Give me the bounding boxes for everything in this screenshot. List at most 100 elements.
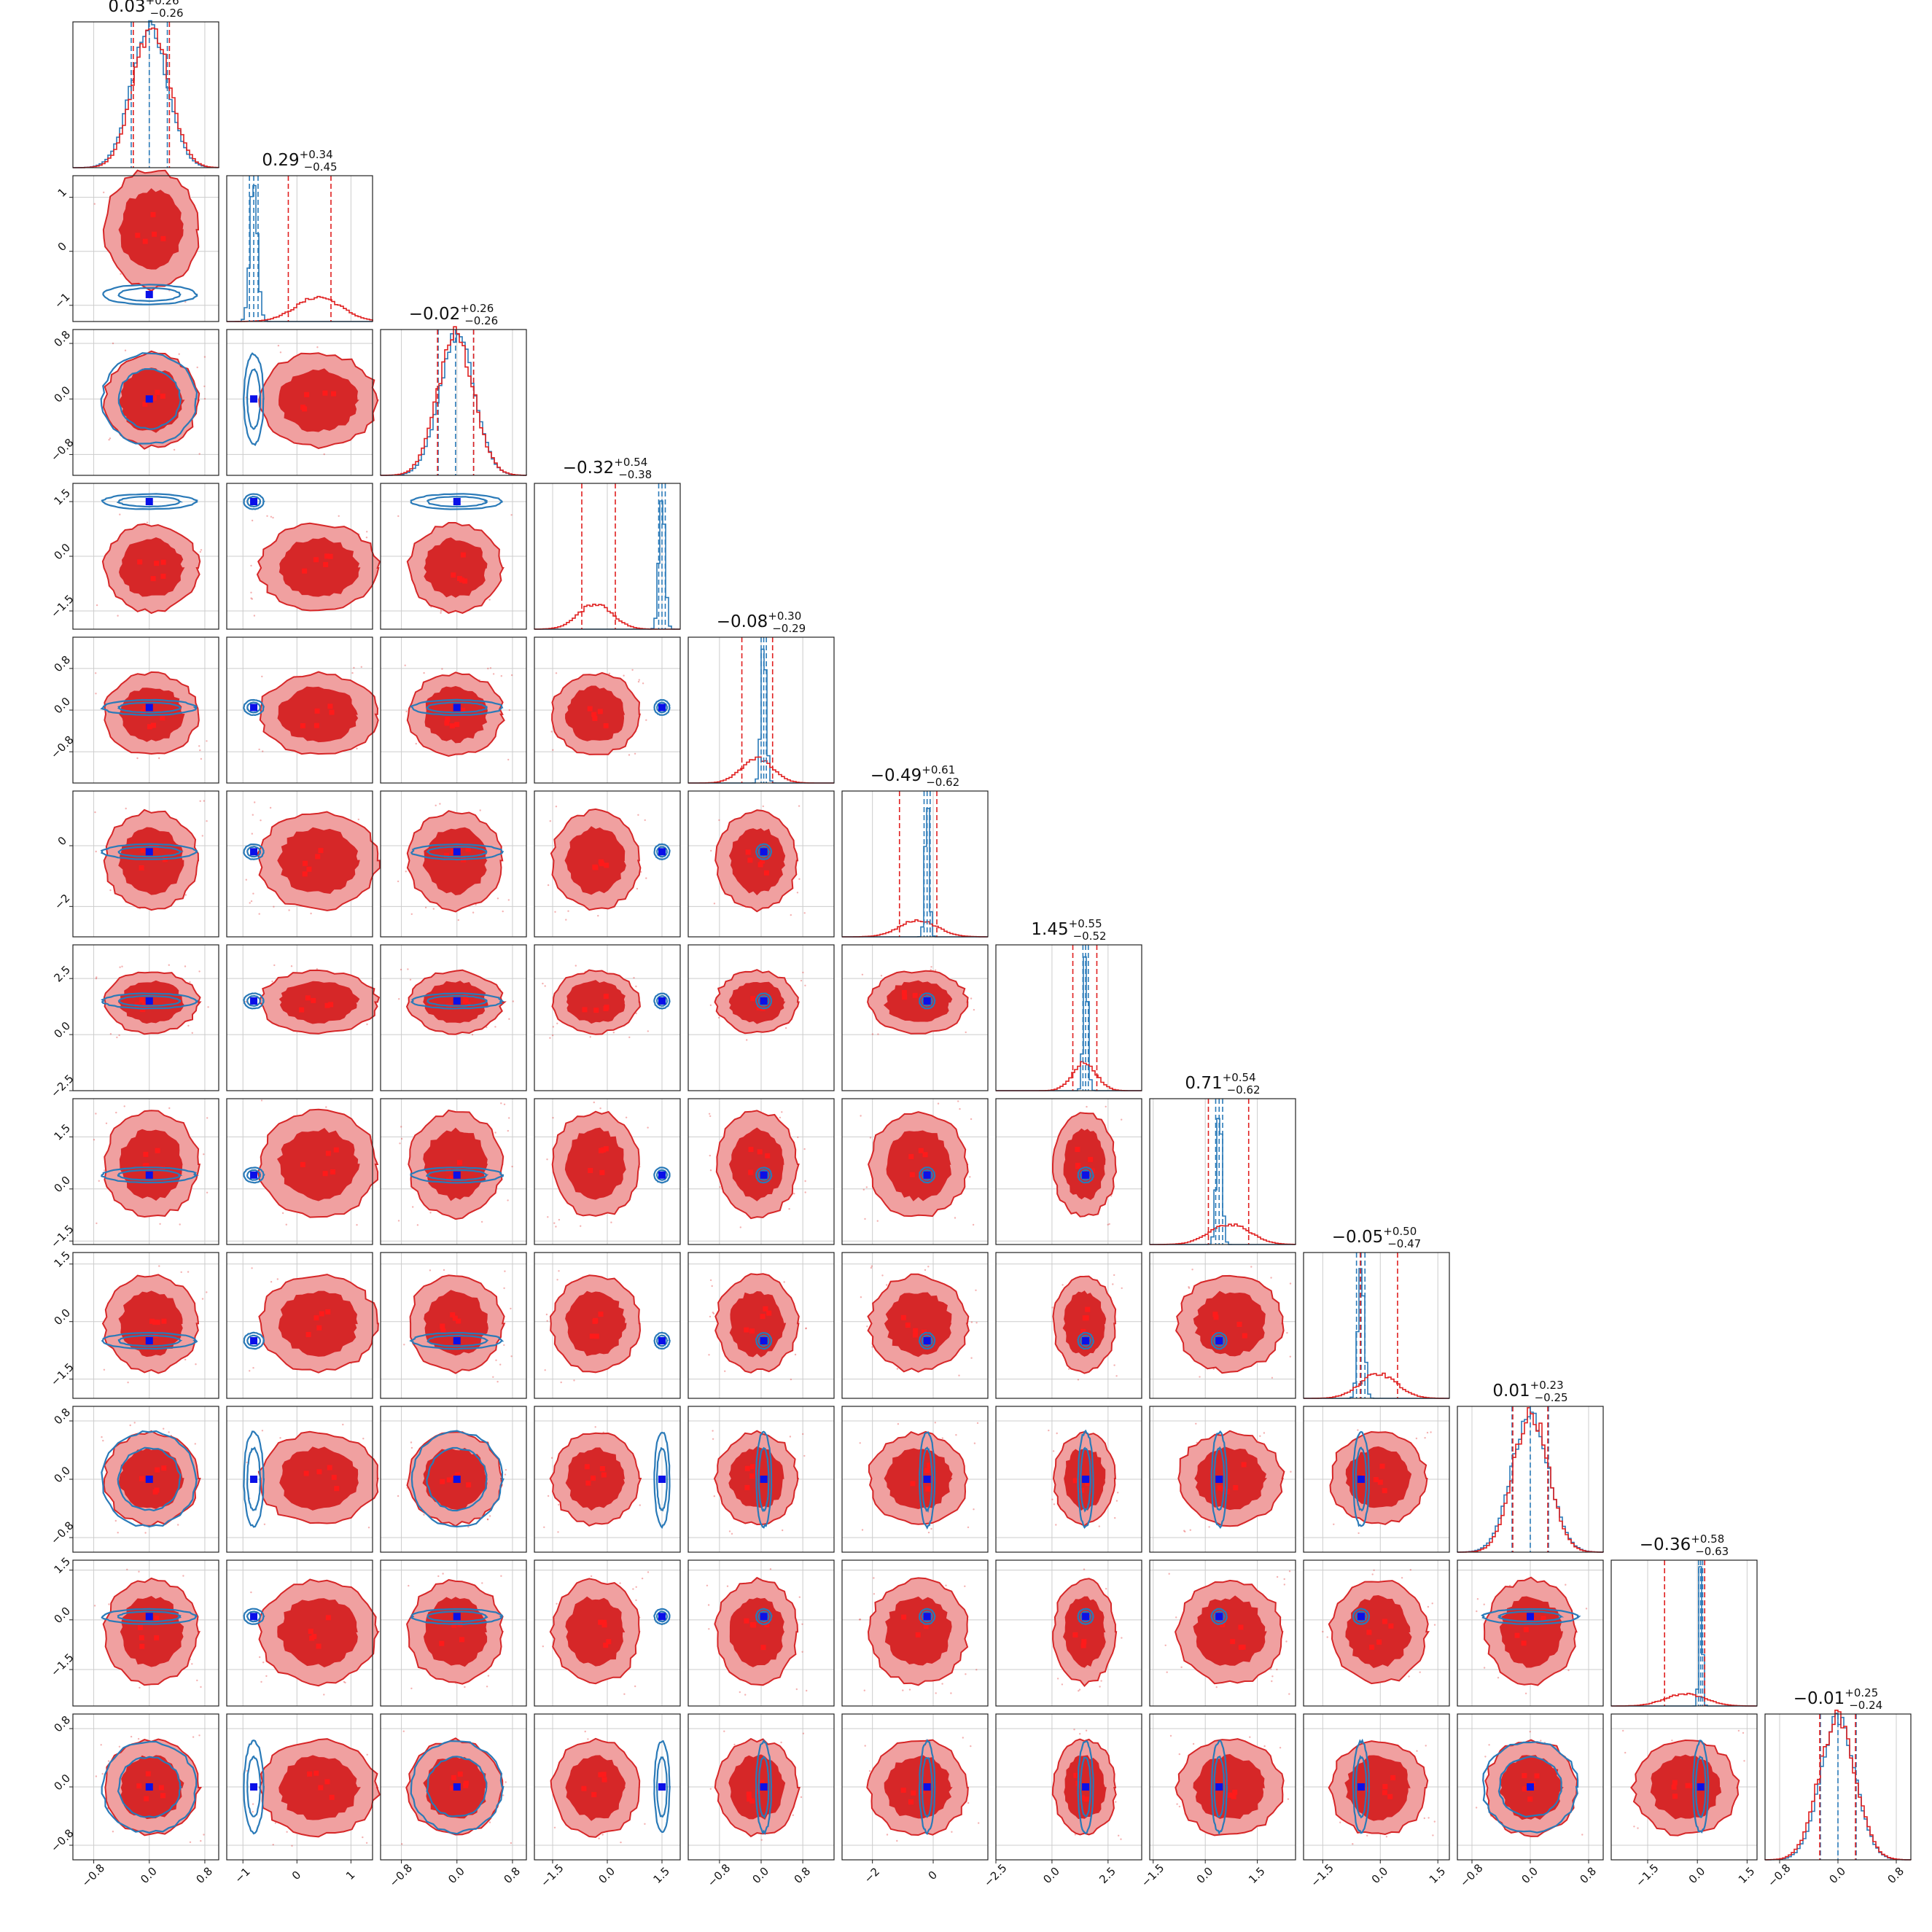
red-marker [322,390,328,396]
y-tick-label: −1.5 [48,592,76,620]
sample-point [937,1102,940,1105]
sample-point [198,453,200,455]
blue-contour-inner [246,1334,262,1347]
param-lower: −0.25 [1535,1391,1568,1404]
sample-point [260,819,262,822]
sample-point [503,1287,505,1290]
red-marker [1387,1793,1393,1799]
sample-point [1074,1834,1077,1836]
sample-point [780,1741,782,1744]
sample-point [510,1307,512,1310]
red-contour-inner [564,1127,626,1200]
scatter-panel-8-5 [841,1252,989,1399]
scatter-frame [72,1252,219,1399]
param-lower: −0.24 [1849,1699,1882,1712]
blue-marker [250,997,258,1005]
sample-point [1178,1753,1181,1756]
red-marker [147,724,152,730]
sample-point [557,1531,559,1533]
red-marker [599,861,604,867]
sample-point [1249,1736,1251,1738]
sample-point [1271,1376,1274,1379]
sample-point [440,612,442,614]
red-marker [444,852,449,858]
blue-contour-outer [243,1166,265,1184]
hist-panel-2: −0.02+0.26 −0.26 [380,302,527,476]
sample-point [486,1686,488,1688]
param-upper: +0.58 [1691,1532,1724,1546]
scatter-frame [688,1406,835,1553]
scatter-panel-11-4: −0.8 0.0 0.8 [688,1713,835,1890]
sample-point [194,1443,196,1445]
red-marker [160,1793,165,1799]
scatter-frame [534,1406,681,1553]
blue-contour-inner [757,1334,770,1347]
sample-point [189,1841,192,1843]
scatter-frame [226,636,373,784]
sample-point [950,1692,952,1694]
blue-contour-outer [243,1608,265,1625]
red-marker [603,723,609,728]
red-marker [466,1482,472,1488]
red-marker [135,233,141,238]
sample-point [502,1794,505,1796]
blue-contour-outer [918,1739,936,1835]
red-marker [747,1796,752,1801]
y-tick-label: −2.5 [48,1072,76,1099]
blue-marker [250,1337,258,1345]
sample-point [628,754,631,756]
sample-point [159,1223,161,1226]
sample-point [868,1770,871,1772]
blue-contour-outer [1077,1608,1094,1626]
sample-point [401,1843,403,1845]
x-tick-label: 0.0 [1826,1864,1848,1886]
sample-point [708,1628,710,1630]
sample-point [957,1100,959,1102]
sample-point [927,1266,930,1268]
sample-point [195,1363,197,1366]
sample-point [139,1686,141,1689]
sample-point [762,805,765,808]
sample-point [552,1026,555,1028]
sample-point [1118,1834,1120,1836]
red-marker [763,1306,768,1312]
scatter-panel-9-4 [688,1406,835,1553]
red-marker [1238,1624,1244,1630]
scatter-panel-5-4 [688,790,835,938]
sample-point [254,801,256,803]
sample-point [1115,1375,1118,1377]
scatter-frame [688,790,835,938]
sample-point [783,1281,785,1283]
blue-contour-inner [1694,1756,1707,1818]
sample-point [200,1839,202,1842]
sample-point [206,1117,209,1119]
param-lower: −0.26 [464,314,498,327]
red-contour-inner [118,188,184,270]
red-marker [1238,1645,1244,1650]
red-marker [140,847,146,853]
sample-point [967,1526,970,1529]
blue-marker [145,848,153,856]
sample-point [958,1374,960,1376]
param-title-9: 0.01+0.23 −0.25 [1492,1379,1567,1404]
blue-contour-outer [102,284,198,305]
blue-contour-outer [919,1608,936,1625]
sample-point [1079,1733,1081,1735]
sample-point [645,877,647,879]
red-marker [151,395,157,401]
red-marker [1527,1796,1533,1802]
sample-point [1671,1740,1673,1742]
param-upper: +0.26 [460,302,494,315]
scatter-panel-11-7: −1.5 0.0 1.5 [1139,1713,1296,1890]
sample-point [187,1271,190,1273]
blue-contour-outer [1077,1332,1094,1350]
param-median: 0.03 [108,0,145,16]
sample-point [116,1036,118,1039]
blue-contour-inner [246,995,262,1007]
sample-point [788,1208,790,1210]
sample-point [802,1433,804,1436]
param-title-5: −0.49+0.61 −0.62 [870,763,959,789]
sample-point [712,1312,715,1314]
sample-point [802,971,804,974]
y-tick-label: 0.8 [51,328,73,350]
